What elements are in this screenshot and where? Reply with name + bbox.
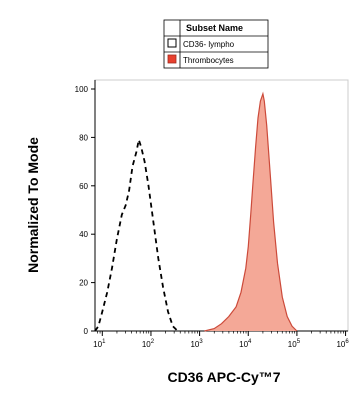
x-tick-label: 101 (93, 339, 106, 349)
y-tick-label: 100 (75, 85, 89, 94)
legend-swatch-cd36-lympho (167, 38, 177, 48)
x-tick-base: 10 (142, 340, 151, 349)
x-tick-label: 105 (288, 339, 301, 349)
series-layer (94, 91, 298, 332)
legend-title: Subset Name (186, 23, 243, 33)
plot-area (94, 79, 349, 332)
x-tick-exponent: 3 (199, 339, 203, 345)
x-tick-label: 106 (336, 339, 349, 349)
y-tick-label: 40 (79, 230, 88, 239)
x-tick-exponent: 6 (345, 339, 349, 345)
legend-box (163, 19, 269, 69)
series-line-thrombocytes (204, 91, 298, 332)
x-tick-base: 10 (239, 340, 248, 349)
y-tick-label: 60 (79, 182, 88, 191)
legend-swatch-thrombocytes (167, 54, 177, 64)
legend-label-thrombocytes: Thrombocytes (183, 56, 234, 65)
x-tick-base: 10 (190, 340, 199, 349)
x-tick-base: 10 (93, 340, 102, 349)
x-ticks: 101 102 103 104 105 106 (93, 331, 349, 349)
y-tick-label: 20 (79, 279, 88, 288)
x-tick-base: 10 (288, 340, 297, 349)
series-line-cd36-lympho (94, 136, 179, 332)
y-ticks: 0 20 40 60 80 100 (75, 85, 95, 336)
x-tick-exponent: 2 (151, 339, 155, 345)
y-axis-title: Normalized To Mode (25, 137, 41, 273)
x-axis-title: CD36 APC-Cy™7 (167, 369, 280, 385)
x-tick-label: 104 (239, 339, 252, 349)
y-tick-label: 0 (84, 327, 89, 336)
series-area-thrombocytes (204, 93, 297, 331)
y-tick-label: 80 (79, 133, 88, 142)
legend: Subset Name CD36- lympho Thrombocytes (163, 19, 269, 69)
x-tick-label: 103 (190, 339, 203, 349)
legend-label-cd36-lympho: CD36- lympho (183, 40, 235, 49)
x-tick-base: 10 (336, 340, 345, 349)
x-tick-exponent: 5 (297, 339, 301, 345)
x-tick-exponent: 4 (248, 339, 252, 345)
x-tick-label: 102 (142, 339, 155, 349)
x-tick-exponent: 1 (102, 339, 106, 345)
